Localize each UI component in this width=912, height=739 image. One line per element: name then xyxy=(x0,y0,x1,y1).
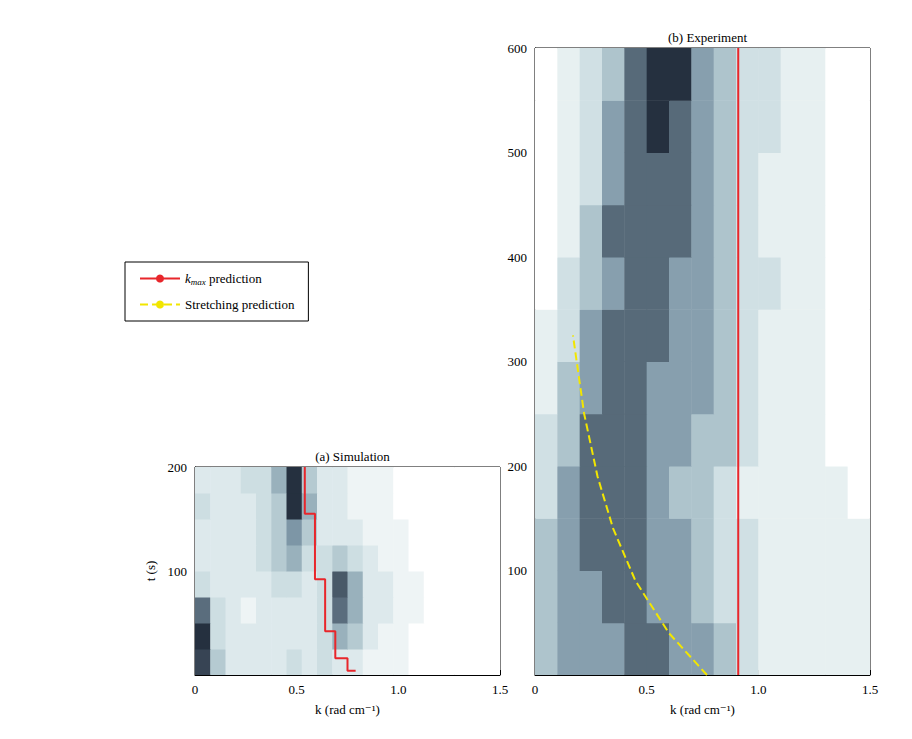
svg-text:(a) Simulation: (a) Simulation xyxy=(315,449,390,464)
svg-text:400: 400 xyxy=(508,250,528,265)
svg-text:100: 100 xyxy=(168,564,188,579)
svg-text:(b) Experiment: (b) Experiment xyxy=(668,30,747,45)
svg-text:max: max xyxy=(191,277,206,287)
svg-text:200: 200 xyxy=(168,460,188,475)
svg-text:1.5: 1.5 xyxy=(492,682,508,697)
svg-text:600: 600 xyxy=(508,41,528,56)
svg-text:k: k xyxy=(185,271,191,286)
svg-text:0: 0 xyxy=(532,682,539,697)
svg-text:0.5: 0.5 xyxy=(639,682,655,697)
svg-text:0: 0 xyxy=(192,682,199,697)
svg-text:0.5: 0.5 xyxy=(289,682,305,697)
svg-text:1.0: 1.0 xyxy=(390,682,406,697)
svg-text:k (rad cm⁻¹): k (rad cm⁻¹) xyxy=(315,702,380,717)
svg-text:1.5: 1.5 xyxy=(862,682,878,697)
svg-text:100: 100 xyxy=(508,563,528,578)
svg-text:t (s): t (s) xyxy=(143,561,158,582)
svg-text:1.0: 1.0 xyxy=(750,682,766,697)
svg-text:k (rad cm⁻¹): k (rad cm⁻¹) xyxy=(670,702,735,717)
svg-text:300: 300 xyxy=(508,354,528,369)
svg-text:prediction: prediction xyxy=(206,271,262,286)
svg-text:500: 500 xyxy=(508,145,528,160)
svg-text:Stretching prediction: Stretching prediction xyxy=(185,297,295,312)
svg-text:200: 200 xyxy=(508,459,528,474)
